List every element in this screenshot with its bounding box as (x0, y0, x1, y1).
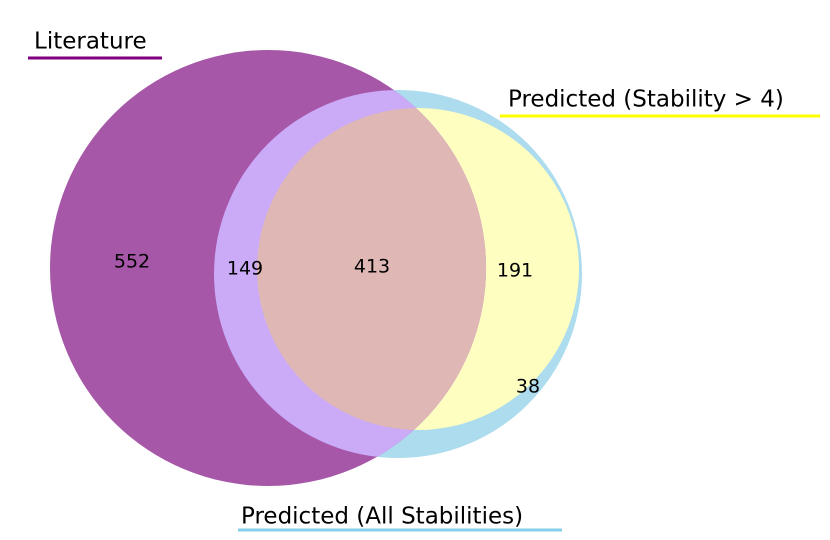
region-count: 191 (497, 260, 533, 282)
set-label: Predicted (All Stabilities) (241, 504, 523, 530)
set-label: Literature (34, 29, 147, 55)
literature-stability-overlap (257, 108, 486, 430)
set-label: Predicted (Stability > 4) (508, 87, 784, 113)
region-count: 413 (354, 256, 390, 278)
region-count: 149 (227, 258, 263, 280)
region-count: 552 (114, 251, 150, 273)
region-count: 38 (516, 376, 540, 398)
